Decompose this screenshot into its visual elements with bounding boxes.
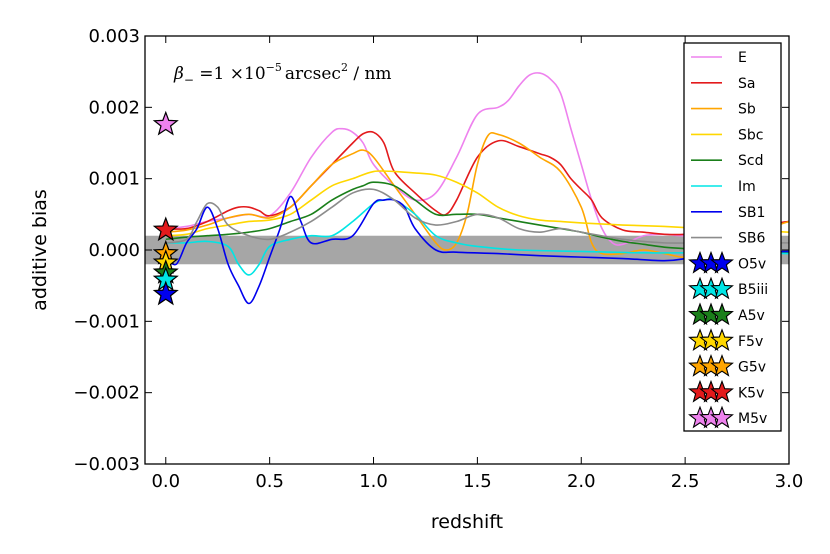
star-marker-k5v — [152, 216, 179, 242]
star-marker-o5v — [152, 280, 179, 306]
axis-ticks: 0.0 0.5 1.0 1.5 2.0 2.5 3.0 −0.003 −0.002 −0.001 0… — [73, 26, 803, 492]
legend-label-a5v: A5v — [738, 308, 765, 324]
legend-label-im: Im — [738, 179, 756, 195]
legend-label-b5iii: B5iii — [738, 282, 768, 298]
legend-label-sa: Sa — [738, 76, 755, 92]
star-markers — [152, 110, 179, 306]
legend-label-f5v: F5v — [738, 334, 763, 350]
legend-label-m5v: M5v — [738, 411, 767, 427]
series-line-im — [165, 198, 789, 276]
legend-label-k5v: K5v — [738, 385, 764, 401]
legend-label-g5v: G5v — [738, 360, 766, 376]
y-tick-label: 0.001 — [88, 169, 140, 190]
legend-star-m5v — [710, 405, 734, 429]
legend-label-sb: Sb — [738, 102, 756, 118]
beta-annotation: β− =1 ×10−5 arcsec2 / nm — [173, 61, 392, 87]
x-tick-label: 2.0 — [567, 471, 596, 492]
legend-label-o5v: O5v — [738, 256, 766, 272]
x-axis-title: redshift — [431, 511, 503, 533]
star-marker-m5v — [152, 110, 179, 136]
legend-label-sbc: Sbc — [738, 127, 763, 143]
y-tick-label: −0.001 — [73, 311, 140, 332]
x-tick-label: 3.0 — [775, 471, 804, 492]
legend-label-sb1: SB1 — [738, 205, 765, 221]
legend-star-b5iii — [710, 276, 734, 300]
legend-star-f5v — [710, 328, 734, 351]
legend-star-o5v — [710, 250, 734, 274]
legend-star-g5v — [710, 354, 734, 377]
x-tick-label: 0.0 — [151, 471, 180, 492]
legend: E Sa Sb Sbc Scd Im SB1 SB6 O5v B5iii A5v F5v G5v K5v M… — [683, 42, 782, 432]
x-tick-label: 2.5 — [671, 471, 700, 492]
series-line-scd — [165, 181, 789, 253]
legend-label-scd: Scd — [738, 153, 763, 169]
legend-label-sb6: SB6 — [738, 231, 765, 247]
y-tick-label: −0.003 — [73, 454, 140, 475]
x-tick-label: 1.5 — [463, 471, 492, 492]
series-line-sa — [165, 130, 789, 236]
y-tick-label: 0.002 — [88, 97, 140, 118]
x-tick-label: 0.5 — [255, 471, 284, 492]
series-line-sbc — [165, 170, 789, 237]
y-axis-title: additive bias — [29, 189, 51, 311]
series-lines — [165, 72, 789, 305]
legend-label-e: E — [738, 50, 747, 66]
legend-star-a5v — [710, 302, 734, 326]
legend-star-k5v — [710, 379, 734, 403]
series-line-sb6 — [165, 188, 789, 244]
x-tick-label: 1.0 — [359, 471, 388, 492]
y-tick-label: −0.002 — [73, 383, 140, 404]
series-line-sb1 — [165, 195, 789, 305]
y-tick-label: 0.003 — [88, 26, 140, 47]
y-tick-label: 0.000 — [88, 240, 140, 261]
